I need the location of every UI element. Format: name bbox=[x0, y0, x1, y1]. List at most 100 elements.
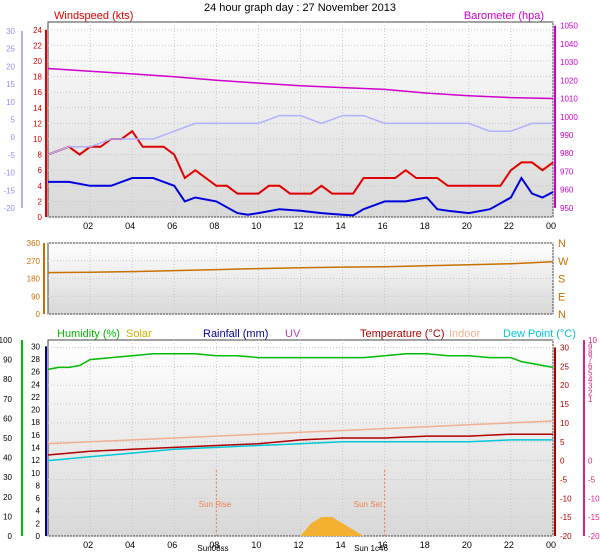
rainfall-tick-label: 6 bbox=[36, 494, 41, 503]
direction-tick-label: 270 bbox=[27, 257, 41, 266]
uv-legend: UV bbox=[285, 328, 301, 340]
direction-tick-label: 0 bbox=[36, 310, 41, 319]
temperature-tick-label: -20 bbox=[560, 532, 572, 541]
series-wind bbox=[47, 129, 554, 195]
indoor-legend: Indoor bbox=[449, 328, 481, 340]
temperature-tick-label: 0 bbox=[560, 457, 565, 466]
series-humidity bbox=[47, 352, 554, 371]
compass-label: N bbox=[558, 238, 566, 250]
rainfall-tick-label: 18 bbox=[31, 418, 40, 427]
temperature-tick-label: 30 bbox=[560, 344, 569, 353]
sunrise-annotation: Sun Rise bbox=[199, 500, 232, 509]
outer-scale-tick-label: -15 bbox=[3, 186, 15, 195]
rainfall-tick-label: 0 bbox=[36, 532, 41, 541]
humidity-tick-label: 30 bbox=[3, 473, 12, 482]
series-winddir bbox=[47, 260, 554, 274]
windspeed-tick-label: 8 bbox=[38, 151, 43, 160]
uv-tick-label: 10 bbox=[588, 336, 597, 345]
uv-tick-label: -15 bbox=[588, 513, 600, 522]
rainfall-tick-label: 26 bbox=[31, 368, 40, 377]
humidity-tick-label: 20 bbox=[3, 493, 12, 502]
time-tick-label: 20 bbox=[462, 221, 472, 231]
uv-tick-label: -10 bbox=[588, 494, 600, 503]
temperature-tick-label: 10 bbox=[560, 419, 569, 428]
temp-humidity-panel bbox=[47, 339, 554, 537]
time-tick-label: 04 bbox=[125, 540, 135, 550]
uv-tick-label: 3 bbox=[588, 382, 593, 391]
uv-tick-label: -5 bbox=[588, 475, 596, 484]
temperature-legend: Temperature (°C) bbox=[360, 328, 444, 340]
windspeed-tick-label: 12 bbox=[33, 119, 42, 128]
humidity-tick-label: 0 bbox=[8, 532, 13, 541]
outer-scale-tick-label: 30 bbox=[6, 27, 15, 36]
rainfall-tick-label: 30 bbox=[31, 342, 40, 351]
windspeed-axis-label: Windspeed (kts) bbox=[54, 10, 133, 22]
time-tick-label: 18 bbox=[420, 540, 430, 550]
uv-tick-label: 1 bbox=[588, 395, 593, 404]
rainfall-tick-label: 28 bbox=[31, 355, 40, 364]
windspeed-tick-label: 18 bbox=[33, 73, 42, 82]
humidity-tick-label: 90 bbox=[3, 356, 12, 365]
grid-layer bbox=[48, 22, 554, 537]
rainfall-tick-label: 12 bbox=[31, 456, 40, 465]
outer-scale-tick-label: -10 bbox=[3, 169, 15, 178]
time-tick-label: 00 bbox=[546, 221, 556, 231]
rainfall-tick-label: 24 bbox=[31, 380, 40, 389]
direction-tick-label: 180 bbox=[27, 275, 41, 284]
outer-scale-tick-label: -5 bbox=[8, 151, 16, 160]
rainfall-legend: Rainfall (mm) bbox=[203, 328, 268, 340]
rainfall-tick-label: 8 bbox=[36, 481, 41, 490]
compass-label: E bbox=[558, 291, 565, 303]
windspeed-tick-label: 10 bbox=[33, 135, 42, 144]
graph-title: 24 hour graph day : 27 November 2013 bbox=[204, 2, 396, 14]
time-tick-label: 22 bbox=[504, 540, 514, 550]
compass-label: N bbox=[558, 309, 566, 321]
outer-scale-tick-label: 10 bbox=[6, 98, 15, 107]
time-tick-label: 14 bbox=[336, 221, 346, 231]
humidity-tick-label: 70 bbox=[3, 395, 12, 404]
temperature-tick-label: -5 bbox=[560, 475, 568, 484]
rainfall-tick-label: 4 bbox=[36, 507, 41, 516]
time-tick-label: 14 bbox=[336, 540, 346, 550]
temperature-tick-label: 5 bbox=[560, 438, 565, 447]
humidity-tick-label: 60 bbox=[3, 414, 12, 423]
windspeed-tick-label: 24 bbox=[33, 26, 42, 35]
uv-tick-label: 9 bbox=[588, 343, 593, 352]
time-tick-label: 00 bbox=[546, 540, 556, 550]
time-tick-label: 22 bbox=[504, 221, 514, 231]
uv-tick-label: 2 bbox=[588, 388, 593, 397]
time-tick-label: 02 bbox=[83, 540, 93, 550]
barometer-tick-label: 1020 bbox=[560, 76, 578, 85]
series-dewpoint bbox=[47, 439, 553, 462]
solar-legend: Solar bbox=[126, 328, 152, 340]
temperature-tick-label: 20 bbox=[560, 381, 569, 390]
series-layer bbox=[47, 67, 554, 536]
time-tick-label: 20 bbox=[462, 540, 472, 550]
temperature-tick-label: -15 bbox=[560, 513, 572, 522]
humidity-tick-label: 50 bbox=[3, 434, 12, 443]
humidity-legend: Humidity (%) bbox=[57, 328, 120, 340]
compass-label: S bbox=[558, 274, 565, 286]
time-tick-label: 04 bbox=[125, 221, 135, 231]
barometer-tick-label: 970 bbox=[560, 167, 574, 176]
time-tick-label: 10 bbox=[251, 540, 261, 550]
series-avgwind bbox=[48, 176, 554, 217]
series-baro bbox=[47, 67, 554, 100]
barometer-tick-label: 1040 bbox=[560, 40, 578, 49]
barometer-tick-label: 1000 bbox=[560, 113, 578, 122]
rainfall-tick-label: 16 bbox=[31, 431, 40, 440]
time-tick-label: 06 bbox=[167, 540, 177, 550]
rainfall-tick-label: 2 bbox=[36, 519, 41, 528]
temperature-tick-label: 15 bbox=[560, 400, 569, 409]
humidity-tick-label: 100 bbox=[0, 336, 13, 345]
rainfall-tick-label: 20 bbox=[31, 406, 40, 415]
temperature-tick-label: -10 bbox=[560, 494, 572, 503]
series-gust_axis bbox=[47, 114, 553, 156]
compass-label: W bbox=[558, 256, 569, 268]
uv-tick-label: 5 bbox=[588, 369, 593, 378]
uv-tick-label: 4 bbox=[588, 375, 593, 384]
outer-scale-tick-label: -20 bbox=[3, 204, 15, 213]
uv-tick-label: 7 bbox=[588, 356, 593, 365]
series-indoor bbox=[47, 420, 554, 445]
